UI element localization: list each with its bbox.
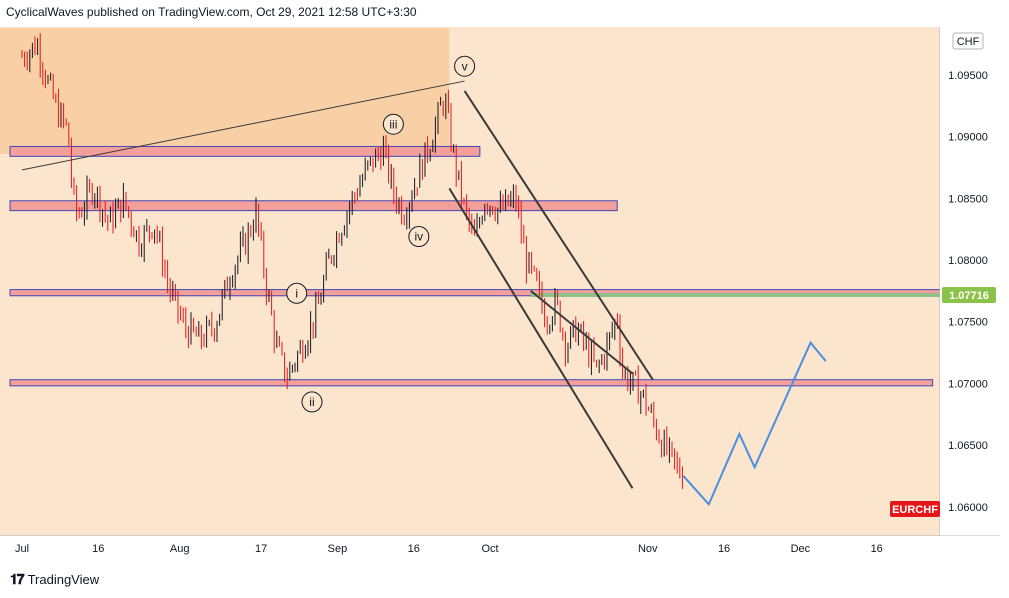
- x-tick-label: Dec: [791, 543, 811, 555]
- wave-label-v: v: [462, 59, 468, 73]
- rising-trendline: [21, 80, 465, 171]
- wave-circle-v: [454, 55, 476, 77]
- y-tick-label: 1.07500: [948, 317, 988, 329]
- symbol-label: EURCHF: [892, 504, 938, 516]
- y-tick-label: 1.09500: [948, 70, 988, 82]
- wave-label-i: i: [295, 286, 298, 300]
- x-tick-label: Oct: [481, 543, 498, 555]
- y-tick-label: 1.08500: [948, 193, 988, 205]
- support-resistance-zone-4: [9, 379, 934, 387]
- zone-layer: [9, 145, 941, 387]
- channel-lower: [448, 187, 634, 489]
- publish-info: CyclicalWaves published on TradingView.c…: [6, 5, 417, 19]
- x-tick-label: 16: [871, 543, 883, 555]
- projection: [682, 340, 827, 507]
- wave-circle-iv: [408, 226, 430, 248]
- wave-circle-i: [286, 282, 308, 304]
- y-tick-label: 1.07000: [948, 378, 988, 390]
- x-tick-label: Jul: [15, 543, 29, 555]
- tradingview-brand[interactable]: 𝟏𝟕 TradingView: [10, 571, 99, 588]
- x-tick-layer: Jul 16 Aug 17 Sep 16 Oct Nov 16 Dec 16: [15, 543, 883, 555]
- shaded-zone-layer: [0, 28, 450, 154]
- wave-circle-ii: [301, 391, 323, 413]
- time-axis[interactable]: Jul 16 Aug 17 Sep 16 Oct Nov 16 Dec 16: [0, 536, 1000, 566]
- y-tick-label: 1.06000: [948, 502, 988, 514]
- y-tick-label: 1.08000: [948, 255, 988, 267]
- wave-label-iv: iv: [414, 230, 423, 244]
- brand-name: TradingView: [27, 572, 100, 587]
- candle-layer: [21, 33, 683, 490]
- support-resistance-zone-2: [9, 200, 618, 212]
- y-tick-layer: 1.09500 1.09000 1.08500 1.08000 1.07500 1.070…: [948, 70, 988, 514]
- x-tick-label: Nov: [638, 543, 658, 555]
- support-resistance-zone-1: [9, 145, 481, 157]
- currency-label: CHF: [957, 36, 980, 48]
- x-tick-label: 17: [255, 543, 267, 555]
- currency-box[interactable]: [952, 32, 984, 50]
- symbol-badge: [890, 501, 940, 517]
- tradingview-logo-icon: 𝟏𝟕: [10, 571, 25, 587]
- drawing-layer: [21, 80, 827, 507]
- y-tick-label: 1.09000: [948, 132, 988, 144]
- x-tick-label: 16: [408, 543, 420, 555]
- current-price-badge: [942, 287, 996, 304]
- y-tick-label: 1.06500: [948, 440, 988, 452]
- wave-circle-iii: [382, 113, 404, 135]
- x-tick-label: Aug: [170, 543, 190, 555]
- chart-area[interactable]: i ii iii iv v 1.09500 1.09000 1.08500 1.08000 1.…: [0, 27, 1000, 555]
- wave-label-iii: iii: [389, 117, 397, 131]
- wave-label-ii: ii: [309, 395, 314, 409]
- shaded-zone: [0, 28, 450, 154]
- x-tick-label: 16: [92, 543, 104, 555]
- channel-upper: [463, 90, 654, 381]
- price-axis[interactable]: [940, 27, 1000, 536]
- current-price-label: 1.07716: [949, 290, 989, 302]
- green-level-line: [530, 293, 940, 298]
- diagonal-inner: [530, 290, 634, 375]
- x-tick-label: 16: [718, 543, 730, 555]
- x-tick-label: Sep: [328, 543, 348, 555]
